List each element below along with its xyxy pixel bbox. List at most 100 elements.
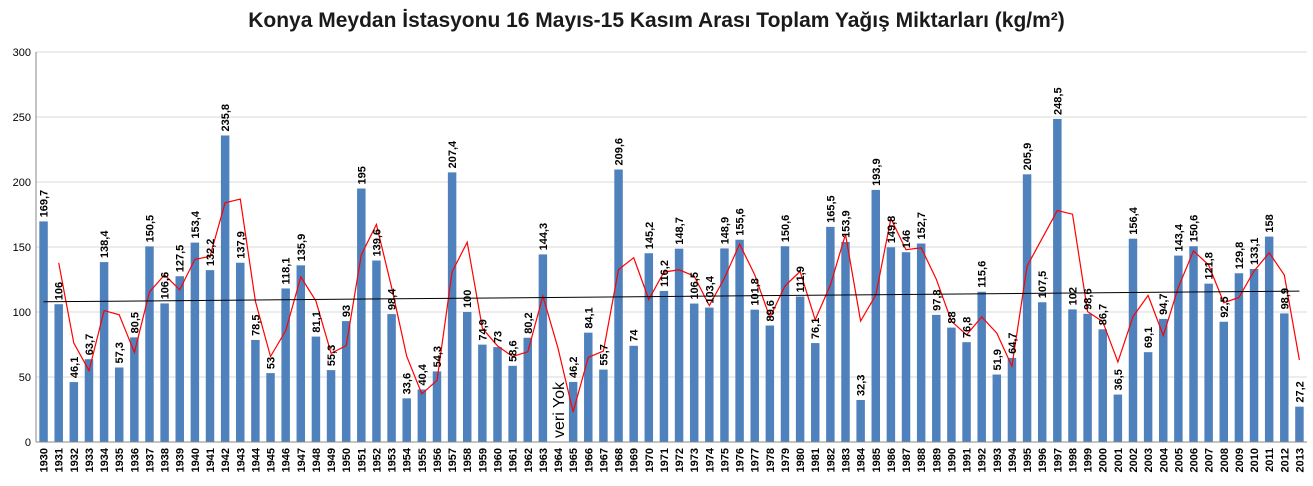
data-label-1985: 193,9 xyxy=(871,158,883,186)
bar-1984 xyxy=(856,400,865,442)
data-label-1968: 209,6 xyxy=(614,138,626,166)
x-tick-1946: 1946 xyxy=(281,448,293,472)
data-label-1943: 137,9 xyxy=(235,231,247,259)
missing-data-note: veri Yok xyxy=(551,381,568,438)
x-tick-1933: 1933 xyxy=(84,448,96,472)
bar-2012 xyxy=(1280,313,1289,442)
bar-1962 xyxy=(523,337,532,442)
bar-1950 xyxy=(341,321,351,442)
bar-1940 xyxy=(190,242,200,442)
x-tick-1940: 1940 xyxy=(190,448,202,472)
x-tick-1996: 1996 xyxy=(1037,448,1049,472)
data-label-1949: 55,3 xyxy=(326,345,338,366)
data-label-1958: 100 xyxy=(462,290,474,308)
data-label-1951: 195 xyxy=(356,166,368,184)
bar-1988 xyxy=(916,243,926,442)
data-label-2008: 92,5 xyxy=(1219,296,1231,317)
x-tick-1983: 1983 xyxy=(841,448,853,472)
x-tick-1988: 1988 xyxy=(916,448,928,472)
bar-2006 xyxy=(1189,246,1198,442)
x-tick-1945: 1945 xyxy=(266,448,278,472)
data-label-1981: 76,1 xyxy=(810,318,822,339)
x-tick-1938: 1938 xyxy=(160,448,172,472)
x-tick-1967: 1967 xyxy=(598,448,610,472)
x-tick-1935: 1935 xyxy=(114,448,126,472)
bar-1977 xyxy=(750,309,759,442)
data-label-1953: 98,4 xyxy=(387,288,399,310)
bar-2011 xyxy=(1264,236,1274,442)
data-label-1950: 93 xyxy=(341,305,353,317)
x-tick-2011: 2011 xyxy=(1264,448,1276,472)
bar-1997 xyxy=(1053,118,1062,442)
y-tick-label: 250 xyxy=(13,112,31,124)
bar-1947 xyxy=(296,265,306,442)
x-tick-1962: 1962 xyxy=(523,448,535,472)
data-label-1952: 139,6 xyxy=(371,229,383,257)
x-tick-1964: 1964 xyxy=(553,447,565,472)
data-label-1936: 80,5 xyxy=(129,312,141,333)
data-label-1991: 76,8 xyxy=(962,317,974,338)
data-label-1990: 88 xyxy=(946,311,958,323)
bar-1931 xyxy=(54,304,63,442)
data-label-1982: 165,5 xyxy=(825,195,837,223)
bar-1981 xyxy=(811,343,820,442)
data-label-2001: 36,5 xyxy=(1113,369,1125,390)
bar-1978 xyxy=(765,325,775,442)
data-label-1959: 74,9 xyxy=(477,319,489,340)
bar-2008 xyxy=(1219,321,1229,442)
x-tick-2000: 2000 xyxy=(1098,448,1110,472)
x-tick-1953: 1953 xyxy=(387,448,399,472)
bar-1933 xyxy=(84,359,94,442)
bar-2002 xyxy=(1128,238,1138,442)
y-tick-label: 150 xyxy=(13,242,31,254)
bar-2007 xyxy=(1204,283,1213,442)
bar-1967 xyxy=(599,369,608,442)
x-tick-1991: 1991 xyxy=(962,448,974,472)
x-tick-1984: 1984 xyxy=(856,447,868,472)
data-label-2006: 150,6 xyxy=(1189,215,1201,243)
data-label-1992: 115,6 xyxy=(977,261,989,288)
data-label-2010: 133,1 xyxy=(1249,237,1261,265)
bar-2001 xyxy=(1113,394,1123,442)
data-label-1948: 81,1 xyxy=(311,311,323,332)
data-label-1935: 57,3 xyxy=(114,342,126,363)
y-tick-label: 300 xyxy=(13,47,31,59)
data-label-1987: 146 xyxy=(901,230,913,248)
x-tick-1966: 1966 xyxy=(583,448,595,472)
x-tick-1976: 1976 xyxy=(735,448,747,472)
data-label-1988: 152,7 xyxy=(916,212,928,240)
bar-1983 xyxy=(841,241,850,442)
data-label-1939: 127,5 xyxy=(175,245,187,273)
x-tick-1961: 1961 xyxy=(508,448,520,472)
data-label-1967: 55,7 xyxy=(598,344,610,365)
data-label-1933: 63,7 xyxy=(84,334,96,355)
x-tick-1943: 1943 xyxy=(235,448,247,472)
x-tick-1982: 1982 xyxy=(825,448,837,472)
x-tick-1998: 1998 xyxy=(1067,448,1079,472)
trend-line xyxy=(43,290,1300,303)
x-tick-1948: 1948 xyxy=(311,448,323,472)
bar-layer xyxy=(39,118,1304,442)
data-label-2007: 121,8 xyxy=(1204,252,1216,280)
data-label-2013: 27,2 xyxy=(1294,381,1306,402)
bar-1979 xyxy=(780,246,790,442)
x-tick-2010: 2010 xyxy=(1249,448,1261,472)
data-label-1944: 78,5 xyxy=(250,315,262,336)
bar-1930 xyxy=(39,221,48,442)
x-tick-1939: 1939 xyxy=(175,448,187,472)
x-tick-1986: 1986 xyxy=(886,448,898,472)
bar-1944 xyxy=(251,339,260,442)
x-tick-1975: 1975 xyxy=(719,448,731,472)
data-label-2004: 94,7 xyxy=(1158,293,1170,314)
x-tick-1973: 1973 xyxy=(689,448,701,472)
x-tick-1980: 1980 xyxy=(795,448,807,472)
x-tick-2012: 2012 xyxy=(1279,448,1291,472)
bar-2009 xyxy=(1234,273,1244,442)
data-label-1978: 89,6 xyxy=(765,300,777,321)
bar-1971 xyxy=(659,290,669,442)
data-label-1996: 107,5 xyxy=(1037,271,1049,299)
data-label-1954: 33,6 xyxy=(402,373,414,394)
x-tick-1969: 1969 xyxy=(629,448,641,472)
data-label-1986: 149,8 xyxy=(886,216,898,244)
